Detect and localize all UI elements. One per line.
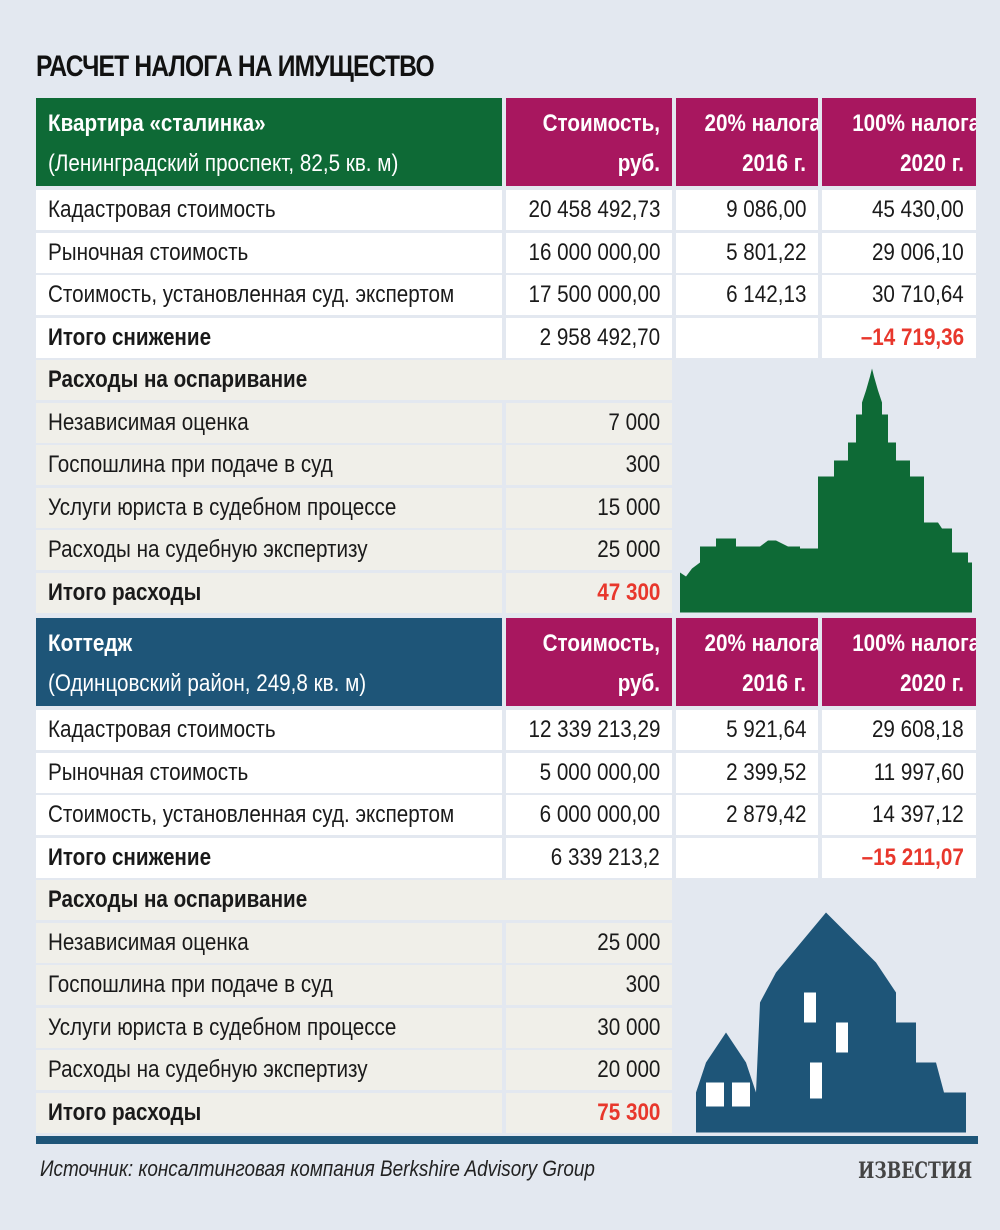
table-row-tax-2016: 2 879,42 (676, 795, 818, 835)
page-title: РАСЧЕТ НАЛОГА НА ИМУЩЕСТВО (36, 50, 435, 83)
table-row-tax-2016: 6 142,13 (676, 275, 818, 315)
section-1-col-2016-line-2: 2016 г. (742, 150, 806, 177)
bottom-divider (36, 1136, 978, 1144)
table-row-value: 20 458 492,73 (506, 190, 672, 230)
section-2-col-value: Стоимость, руб. (506, 618, 672, 706)
section-2-header: Коттедж (Одинцовский район, 249,8 кв. м) (36, 618, 502, 706)
total-reduction-2016 (676, 317, 818, 358)
expense-value: 300 (506, 965, 672, 1005)
expenses-total-value: 75 300 (506, 1092, 672, 1133)
table-row-tax-2016: 5 801,22 (676, 232, 818, 273)
section-2-header-line-2: (Одинцовский район, 249,8 кв. м) (48, 670, 367, 697)
total-reduction-label: Итого снижение (36, 837, 502, 878)
expense-value: 15 000 (506, 487, 672, 528)
table-row-value: 17 500 000,00 (506, 275, 672, 315)
table-row-label: Кадастровая стоимость (36, 710, 502, 750)
section-2-header-line-1: Коттедж (48, 630, 133, 657)
expenses-total-label: Итого расходы (36, 572, 502, 613)
table-row-value: 12 339 213,29 (506, 710, 672, 750)
table-row-label: Рыночная стоимость (36, 232, 502, 273)
expenses-heading: Расходы на оспаривание (36, 880, 672, 920)
table-row-label: Стоимость, установленная суд. экспертом (36, 275, 502, 315)
section-1-col-2020-line-1: 100% налога (852, 110, 976, 137)
expenses-heading: Расходы на оспаривание (36, 360, 672, 400)
total-reduction-value: 6 339 213,2 (506, 837, 672, 878)
table-row-value: 16 000 000,00 (506, 232, 672, 273)
table-row-tax-2020: 30 710,64 (822, 275, 976, 315)
expense-value: 25 000 (506, 922, 672, 963)
table-row-tax-2016: 9 086,00 (676, 190, 818, 230)
table-row-label: Кадастровая стоимость (36, 190, 502, 230)
total-reduction-2016 (676, 837, 818, 878)
section-1-header-line-1: Квартира «сталинка» (48, 110, 266, 137)
source-note: Источник: консалтинговая компания Berksh… (40, 1156, 595, 1181)
expense-label: Расходы на судебную экспертизу (36, 530, 502, 570)
table-row-tax-2020: 29 608,18 (822, 710, 976, 750)
expense-label: Расходы на судебную экспертизу (36, 1050, 502, 1090)
expense-value: 300 (506, 445, 672, 485)
section-2-col-2020-line-2: 2020 г. (900, 670, 964, 697)
section-1-col-2020: 100% налога 2020 г. (822, 98, 976, 186)
table-row-value: 6 000 000,00 (506, 795, 672, 835)
section-1-col-2020-line-2: 2020 г. (900, 150, 964, 177)
expense-value: 30 000 (506, 1007, 672, 1048)
table-row-tax-2020: 45 430,00 (822, 190, 976, 230)
section-1-col-value: Стоимость, руб. (506, 98, 672, 186)
section-2-col-value-line-2: руб. (617, 670, 660, 697)
expense-label: Независимая оценка (36, 402, 502, 443)
table-row-tax-2020: 14 397,12 (822, 795, 976, 835)
table-row-label: Стоимость, установленная суд. экспертом (36, 795, 502, 835)
table-row-tax-2020: 11 997,60 (822, 752, 976, 793)
section-1-col-value-line-1: Стоимость, (542, 110, 660, 137)
expense-label: Независимая оценка (36, 922, 502, 963)
expense-value: 20 000 (506, 1050, 672, 1090)
izvestia-logo: ИЗВЕСТИЯ (858, 1158, 972, 1184)
total-reduction-2020: –15 211,07 (822, 837, 976, 878)
section-2-col-2020-line-1: 100% налога (852, 630, 976, 657)
expense-label: Услуги юриста в судебном процессе (36, 487, 502, 528)
section-2-col-value-line-1: Стоимость, (542, 630, 660, 657)
section-2-col-2020: 100% налога 2020 г. (822, 618, 976, 706)
section-1-col-2016-line-1: 20% налога (704, 110, 818, 137)
section-2-col-2016: 20% налога 2016 г. (676, 618, 818, 706)
cottage-house-icon (696, 912, 966, 1133)
expense-label: Госпошлина при подаче в суд (36, 965, 502, 1005)
stalin-skyscraper-icon (680, 368, 972, 613)
expenses-total-value: 47 300 (506, 572, 672, 613)
total-reduction-value: 2 958 492,70 (506, 317, 672, 358)
section-1-header-line-2: (Ленинградский проспект, 82,5 кв. м) (48, 150, 399, 177)
section-1-col-value-line-2: руб. (617, 150, 660, 177)
total-reduction-2020: –14 719,36 (822, 317, 976, 358)
expense-label: Госпошлина при подаче в суд (36, 445, 502, 485)
table-row-value: 5 000 000,00 (506, 752, 672, 793)
expense-value: 7 000 (506, 402, 672, 443)
section-1-header: Квартира «сталинка» (Ленинградский проспе… (36, 98, 502, 186)
section-2-col-2016-line-1: 20% налога (704, 630, 818, 657)
table-row-tax-2020: 29 006,10 (822, 232, 976, 273)
expense-label: Услуги юриста в судебном процессе (36, 1007, 502, 1048)
table-row-label: Рыночная стоимость (36, 752, 502, 793)
table-row-tax-2016: 2 399,52 (676, 752, 818, 793)
expense-value: 25 000 (506, 530, 672, 570)
table-row-tax-2016: 5 921,64 (676, 710, 818, 750)
expenses-total-label: Итого расходы (36, 1092, 502, 1133)
total-reduction-label: Итого снижение (36, 317, 502, 358)
section-1-col-2016: 20% налога 2016 г. (676, 98, 818, 186)
section-2-col-2016-line-2: 2016 г. (742, 670, 806, 697)
